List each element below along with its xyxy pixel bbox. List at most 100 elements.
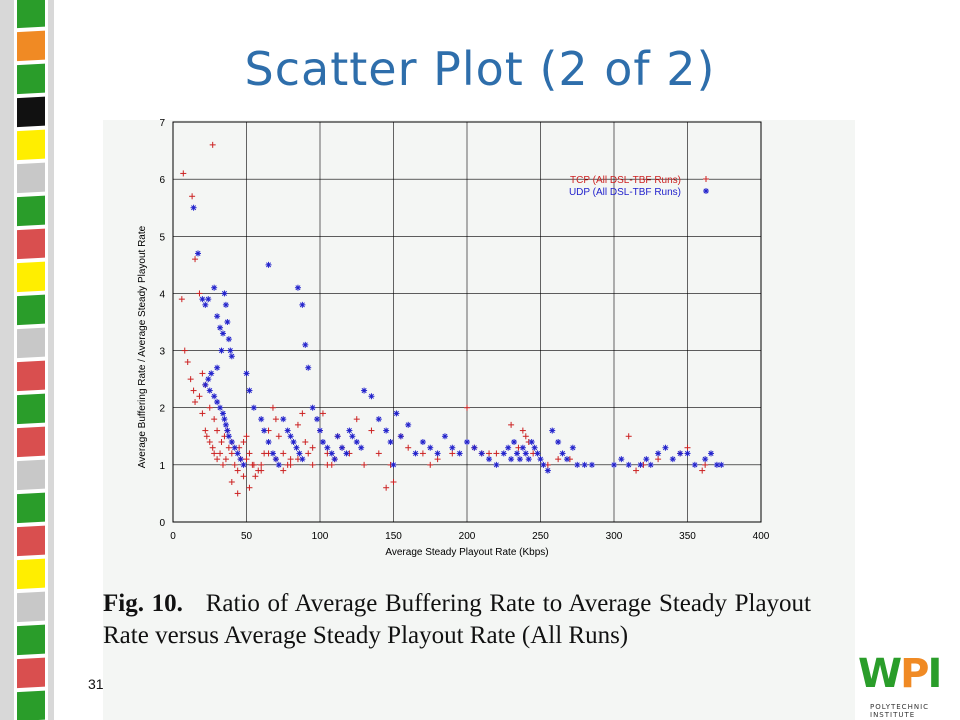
- tcp-point: [206, 439, 213, 445]
- tcp-point: [522, 433, 529, 440]
- tcp-point: [508, 421, 515, 428]
- caption-text: Ratio of Average Buffering Rate to Avera…: [103, 590, 811, 649]
- udp-point: [214, 364, 221, 371]
- udp-point: [280, 416, 287, 423]
- tcp-point: [280, 450, 287, 457]
- udp-point: [265, 439, 272, 445]
- udp-point: [500, 450, 507, 457]
- udp-point: [505, 444, 512, 451]
- tcp-point: [299, 410, 306, 417]
- udp-point: [684, 450, 691, 457]
- udp-point: [708, 450, 715, 457]
- tcp-point: [287, 456, 294, 463]
- udp-point: [361, 387, 368, 394]
- left-decorative-bar: [0, 0, 54, 720]
- tcp-point: [305, 450, 312, 457]
- udp-point: [221, 416, 228, 423]
- udp-point: [522, 450, 529, 457]
- y-tick-label: 7: [159, 118, 165, 129]
- tcp-point: [240, 473, 247, 480]
- udp-point: [353, 439, 360, 445]
- udp-point: [206, 387, 213, 394]
- logo-subtext: POLYTECHNIC INSTITUTE: [870, 703, 930, 719]
- tcp-point: [180, 170, 187, 177]
- tcp-point: [225, 444, 232, 451]
- udp-point: [569, 444, 576, 451]
- tcp-point: [217, 450, 224, 457]
- udp-point: [387, 439, 394, 445]
- udp-point: [513, 450, 520, 457]
- tcp-point: [211, 450, 218, 457]
- udp-point: [339, 444, 346, 451]
- udp-point: [211, 393, 218, 400]
- udp-point: [328, 450, 335, 457]
- udp-point: [544, 467, 551, 474]
- udp-point: [611, 461, 617, 468]
- x-tick-label: 300: [606, 531, 623, 542]
- tcp-point: [280, 467, 287, 474]
- udp-point: [317, 427, 323, 434]
- udp-point: [471, 444, 478, 451]
- data-points: [178, 141, 725, 497]
- udp-point: [368, 393, 375, 400]
- udp-point: [702, 456, 709, 463]
- tcp-point: [368, 427, 375, 434]
- page-number: 31: [88, 676, 104, 692]
- y-tick-label: 2: [159, 404, 165, 415]
- tcp-point: [199, 410, 206, 417]
- udp-point: [237, 456, 244, 463]
- udp-point: [449, 444, 456, 451]
- udp-point: [290, 439, 297, 445]
- y-tick-label: 5: [159, 232, 165, 243]
- udp-point: [202, 301, 209, 308]
- udp-point: [217, 324, 224, 331]
- udp-point: [293, 444, 300, 451]
- udp-point: [511, 439, 518, 445]
- udp-point: [343, 450, 350, 457]
- tcp-point: [287, 461, 294, 468]
- tcp-point: [655, 456, 662, 463]
- tcp-point: [218, 439, 225, 445]
- tcp-point: [493, 450, 500, 457]
- udp-point: [434, 450, 441, 457]
- tcp-point: [243, 456, 250, 463]
- udp-point: [284, 427, 291, 434]
- udp-point: [405, 421, 412, 428]
- wpi-logo: WPI POLYTECHNIC INSTITUTE: [858, 651, 958, 719]
- tcp-point: [214, 427, 221, 434]
- udp-point: [214, 313, 221, 320]
- udp-point: [412, 450, 419, 457]
- tcp-point: [209, 141, 216, 148]
- tcp-point: [449, 450, 456, 457]
- tcp-point: [178, 296, 185, 303]
- udp-point: [559, 450, 566, 457]
- x-tick-label: 200: [459, 531, 476, 542]
- udp-point: [240, 461, 247, 468]
- x-tick-label: 50: [241, 531, 253, 542]
- tcp-point: [375, 450, 382, 457]
- udp-point: [563, 456, 570, 463]
- udp-point: [574, 461, 581, 468]
- tcp-point: [258, 461, 265, 468]
- tcp-point: [361, 461, 368, 468]
- udp-point: [275, 461, 282, 468]
- y-tick-label: 6: [159, 175, 165, 186]
- udp-point: [508, 456, 515, 463]
- udp-point: [190, 204, 197, 211]
- tcp-point: [390, 479, 397, 485]
- udp-point: [397, 433, 404, 440]
- udp-point: [531, 444, 538, 451]
- udp-point: [222, 301, 229, 308]
- udp-point: [319, 439, 326, 445]
- x-tick-label: 250: [532, 531, 549, 542]
- tick-labels: 0 50 100 150 200 250 300 350 400 0 1 2 3 4 5 6 7: [159, 118, 769, 542]
- udp-point: [217, 404, 224, 411]
- udp-point: [269, 450, 276, 457]
- tcp-point: [250, 461, 257, 468]
- tcp-point: [302, 439, 309, 445]
- udp-point: [324, 444, 331, 451]
- udp-point: [349, 433, 356, 440]
- udp-point: [225, 336, 232, 343]
- legend-udp-marker: [703, 188, 709, 194]
- udp-point: [234, 450, 241, 457]
